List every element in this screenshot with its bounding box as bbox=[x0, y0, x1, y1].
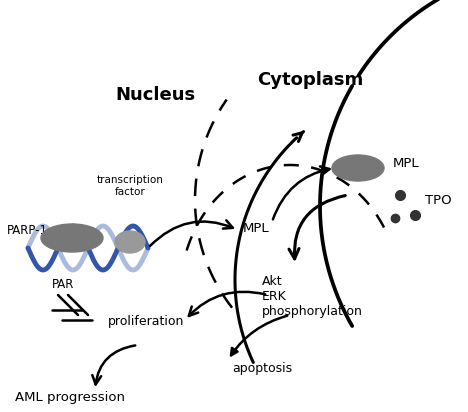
Text: AML progression: AML progression bbox=[15, 391, 125, 405]
Ellipse shape bbox=[332, 155, 384, 181]
Text: Cytoplasm: Cytoplasm bbox=[257, 71, 363, 89]
Text: apoptosis: apoptosis bbox=[232, 362, 292, 375]
Text: PAR: PAR bbox=[52, 279, 74, 292]
Text: MPL: MPL bbox=[243, 222, 270, 234]
Text: proliferation: proliferation bbox=[108, 316, 184, 328]
Text: Akt
ERK
phosphorylation: Akt ERK phosphorylation bbox=[262, 275, 363, 318]
Text: transcription
factor: transcription factor bbox=[96, 176, 163, 197]
Text: PARP-1: PARP-1 bbox=[7, 223, 48, 236]
Text: TPO: TPO bbox=[425, 194, 452, 206]
Ellipse shape bbox=[115, 231, 145, 253]
Text: MPL: MPL bbox=[393, 157, 420, 169]
Text: Nucleus: Nucleus bbox=[115, 86, 195, 104]
Ellipse shape bbox=[41, 224, 103, 252]
